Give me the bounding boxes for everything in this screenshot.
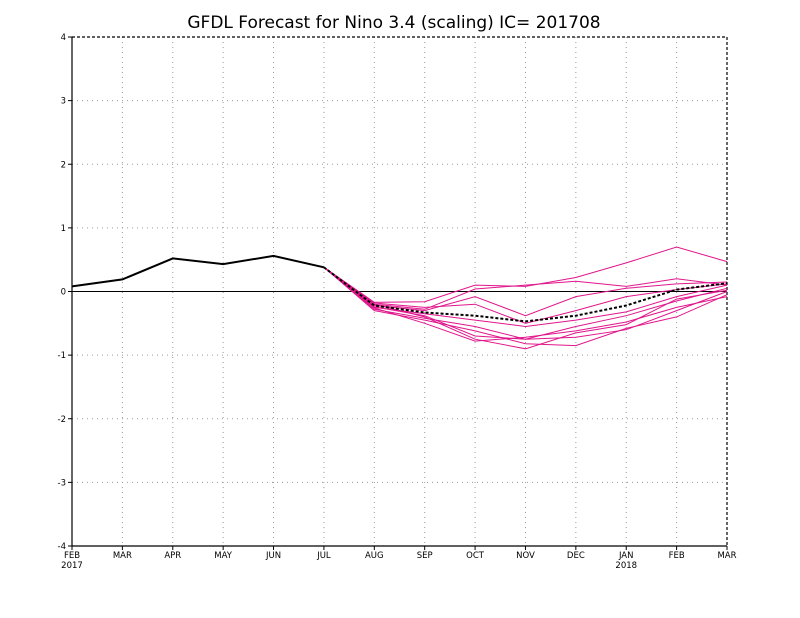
ensemble-member-line	[323, 266, 728, 340]
axes	[68, 36, 728, 550]
x-tick-label: NOV	[516, 551, 535, 561]
x-tick-label: DEC	[567, 551, 585, 561]
x-tick-label: JAN	[618, 551, 634, 561]
y-tick-label: -4	[58, 542, 66, 552]
ensemble-member-line	[323, 246, 728, 303]
y-tick-label: 1	[61, 224, 66, 234]
y-tick-label: -3	[58, 478, 66, 488]
x-tick-label: JUN	[265, 551, 281, 561]
x-tick-label: APR	[164, 551, 181, 561]
y-tick-label: -2	[58, 415, 66, 425]
ensemble-member-line	[323, 266, 728, 324]
x-tick-label: JUL	[316, 551, 331, 561]
grid	[72, 37, 727, 546]
x-tick-label: MAR	[113, 551, 132, 561]
ensemble-member-line	[323, 266, 728, 310]
x-tick-label: SEP	[417, 551, 433, 561]
chart-title: GFDL Forecast for Nino 3.4 (scaling) IC=…	[187, 13, 600, 33]
x-tick-label: AUG	[365, 551, 384, 561]
x-tick-label: OCT	[466, 551, 485, 561]
y-tick-label: 2	[61, 160, 66, 170]
x-tick-label: MAR	[717, 551, 736, 561]
ensemble-mean-line	[323, 266, 728, 323]
observed-line	[71, 254, 325, 288]
y-tick-label: 0	[61, 288, 66, 298]
x-tick-year-label: 2018	[615, 561, 637, 571]
y-tick-label: 4	[61, 33, 66, 43]
x-tick-label: FEB	[669, 551, 685, 561]
series	[71, 246, 728, 350]
y-tick-label: 3	[61, 97, 66, 107]
ensemble-member-line	[323, 266, 728, 347]
ensemble-member-line	[323, 266, 728, 342]
y-tick-label: -1	[58, 351, 66, 361]
x-tick-label: FEB	[64, 551, 80, 561]
x-tick-year-label: 2017	[61, 561, 83, 571]
x-tick-label: MAY	[214, 551, 232, 561]
